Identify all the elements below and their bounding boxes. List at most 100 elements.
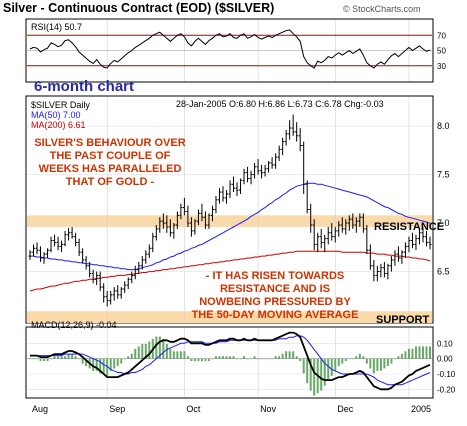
copyright-text: © StockCharts.com — [343, 4, 421, 14]
price-bar — [116, 285, 120, 299]
macd-histogram-bar — [43, 358, 46, 362]
macd-histogram-bar — [355, 356, 358, 359]
price-bar — [154, 225, 158, 241]
macd-histogram-bar — [130, 353, 133, 359]
price-bar — [319, 228, 323, 249]
price-bar — [179, 203, 183, 220]
rsi-tick-label: 30 — [437, 62, 446, 71]
price-bar — [67, 227, 71, 241]
price-bar — [368, 244, 372, 270]
price-bar — [105, 290, 109, 307]
price-bar — [344, 219, 348, 235]
macd-histogram-bar — [46, 358, 49, 362]
macd-histogram-bar — [264, 358, 267, 360]
macd-histogram-bar — [299, 358, 302, 362]
macd-histogram-bar — [397, 356, 400, 359]
price-bar — [323, 234, 327, 253]
macd-histogram-bar — [225, 356, 228, 359]
macd-histogram-bar — [183, 351, 186, 359]
macd-histogram-bar — [64, 356, 67, 359]
macd-histogram-bar — [39, 358, 42, 362]
rsi-series-line — [29, 29, 431, 69]
macd-histogram-bar — [193, 358, 196, 362]
price-bar — [217, 188, 221, 204]
price-bar — [347, 215, 351, 231]
macd-histogram-bar — [295, 356, 298, 359]
price-bar — [161, 213, 165, 229]
macd-histogram-bar — [137, 346, 140, 359]
macd-histogram-bar — [246, 358, 249, 360]
price-bar — [417, 228, 421, 245]
macd-histogram-bar — [190, 358, 193, 362]
macd-histogram-bar — [369, 358, 372, 369]
price-bar — [53, 234, 57, 247]
price-bar — [312, 219, 316, 251]
annotation-resistance-pressure: - IT HAS RISEN TOWARDS RESISTANCE AND IS… — [191, 270, 359, 321]
macd-histogram-bar — [197, 358, 200, 362]
macd-histogram-bar — [320, 358, 323, 391]
macd-histogram-bar — [127, 356, 130, 359]
macd-histogram-bar — [330, 358, 333, 376]
price-bar — [277, 145, 281, 162]
macd-histogram-bar — [306, 358, 309, 384]
price-bar — [309, 203, 313, 233]
price-bar — [291, 114, 295, 136]
x-axis-label: Dec — [337, 404, 354, 414]
macd-histogram-bar — [383, 358, 386, 369]
price-bar — [249, 170, 253, 185]
price-bar — [232, 176, 236, 193]
price-bar — [49, 236, 53, 253]
price-bar — [242, 168, 246, 185]
price-bar — [358, 213, 362, 227]
macd-histogram-bar — [281, 353, 284, 359]
macd-histogram-bar — [113, 358, 116, 369]
price-bar — [182, 197, 186, 216]
price-bar — [375, 265, 379, 282]
annotation-gold-parallel: SILVER'S BEHAVIOUR OVER THE PAST COUPLE … — [34, 137, 186, 188]
price-bar — [396, 246, 400, 262]
macd-histogram-bar — [285, 351, 288, 359]
price-bar — [63, 230, 67, 247]
price-bar — [123, 281, 127, 293]
macd-layer — [29, 331, 431, 396]
price-bar — [274, 153, 278, 169]
macd-line — [30, 331, 431, 391]
macd-tick-label: 0.00 — [437, 355, 453, 364]
price-bar — [193, 219, 197, 235]
macd-histogram-bar — [214, 356, 217, 359]
macd-histogram-bar — [260, 358, 263, 360]
macd-histogram-bar — [341, 358, 344, 364]
price-bar — [263, 164, 267, 177]
price-bar — [77, 238, 81, 257]
macd-histogram-bar — [243, 356, 246, 359]
macd-histogram-bar — [32, 358, 35, 360]
macd-histogram-bar — [379, 358, 382, 371]
zones-layer — [27, 215, 432, 324]
ma50-legend: MA(50) 7.00 — [31, 110, 81, 120]
macd-histogram-bar — [158, 336, 161, 359]
macd-histogram-bar — [123, 358, 126, 360]
price-bar — [428, 236, 432, 250]
macd-histogram-bar — [302, 358, 305, 374]
price-bar — [70, 226, 74, 239]
price-bar — [410, 232, 414, 249]
macd-histogram-bar — [85, 358, 88, 367]
price-bar — [246, 166, 250, 183]
price-bar — [270, 157, 274, 169]
price-bar — [316, 232, 320, 253]
macd-histogram-bar — [362, 356, 365, 359]
macd-histogram-bar — [60, 356, 63, 359]
price-bar — [253, 162, 257, 179]
macd-histogram-bar — [148, 341, 151, 359]
macd-histogram-bar — [92, 358, 95, 371]
price-bar — [295, 122, 299, 142]
macd-histogram-bar — [81, 358, 84, 364]
macd-histogram-bar — [53, 356, 56, 359]
rsi-label: RSI(14) 50.7 — [31, 22, 83, 32]
price-bar — [74, 232, 78, 247]
macd-tick-label: 0.10 — [437, 339, 453, 348]
price-tick-label: 7.0 — [437, 218, 450, 228]
macd-histogram-bar — [327, 358, 330, 381]
macd-histogram-bar — [200, 358, 203, 362]
price-bar — [172, 223, 176, 239]
